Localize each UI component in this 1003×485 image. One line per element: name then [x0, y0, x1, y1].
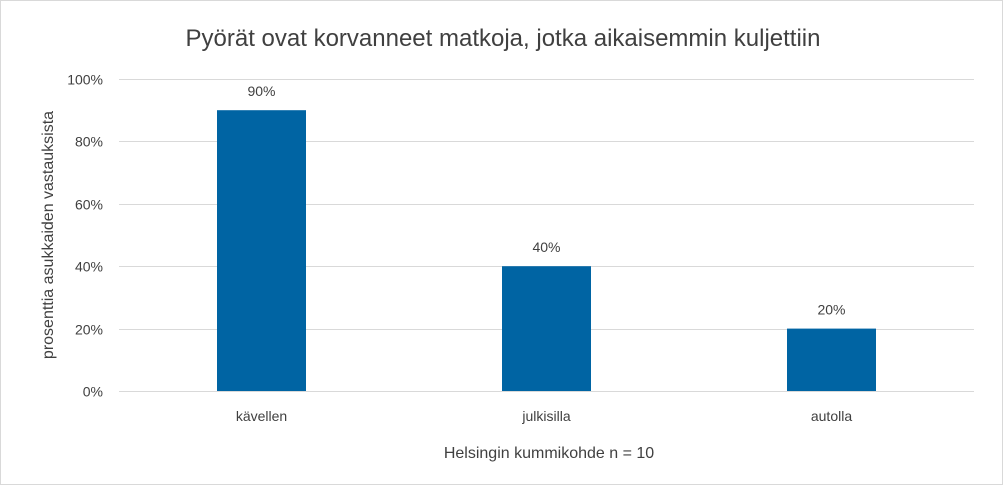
data-label: 40%: [532, 239, 560, 255]
data-label: 90%: [247, 83, 275, 99]
y-tick-label: 0%: [83, 384, 103, 400]
y-axis-ticks: 0% 20% 40% 60% 80% 100%: [67, 72, 103, 400]
x-axis-ticks: kävellen julkisilla autolla: [236, 408, 853, 424]
x-tick-label: kävellen: [236, 408, 287, 424]
y-tick-label: 40%: [75, 259, 103, 275]
bar: [502, 266, 591, 391]
y-tick-label: 100%: [67, 72, 103, 88]
bar: [217, 110, 306, 391]
y-tick-label: 60%: [75, 197, 103, 213]
data-label: 20%: [817, 302, 845, 318]
chart-title: Pyörät ovat korvanneet matkoja, jotka ai…: [186, 25, 821, 52]
x-axis-title: Helsingin kummikohde n = 10: [444, 445, 654, 462]
y-axis-title: prosenttia asukkaiden vastauksista: [40, 111, 57, 359]
data-labels: 90% 40% 20%: [247, 83, 845, 317]
x-tick-label: julkisilla: [521, 408, 570, 424]
bar: [787, 328, 876, 391]
y-tick-label: 80%: [75, 134, 103, 150]
bars: [217, 110, 876, 391]
y-tick-label: 20%: [75, 322, 103, 338]
x-tick-label: autolla: [811, 408, 852, 424]
